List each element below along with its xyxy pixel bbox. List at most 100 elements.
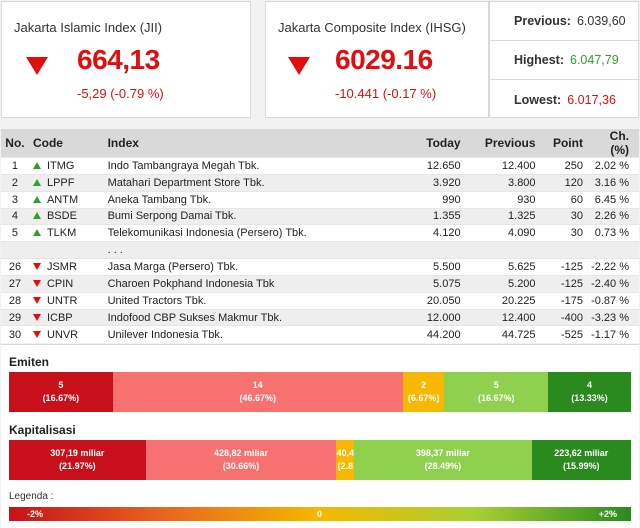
- ihsg-title: Jakarta Composite Index (IHSG): [278, 20, 466, 35]
- kapitalisasi-bar: 307,19 miliar (21.97%) 428,82 miliar (30.66…: [9, 440, 631, 480]
- row-number: 1: [1, 157, 29, 175]
- table-row[interactable]: 30 UNVR Unilever Indonesia Tbk. 44.200 44.72…: [1, 325, 639, 343]
- segment-percent: (6.67%): [407, 393, 440, 403]
- emiten-segment[interactable]: 4 (13.33%): [548, 372, 631, 412]
- row-today: 12.650: [398, 157, 465, 175]
- ihsg-value: 6029.16: [335, 44, 433, 75]
- row-code-cell: ITMG: [28, 157, 104, 175]
- row-code-cell: LPPF: [28, 173, 104, 192]
- row-number: 29: [1, 308, 29, 326]
- row-number: 26: [1, 258, 29, 276]
- row-previous: 12.400: [464, 157, 540, 175]
- row-number: 4: [1, 207, 29, 225]
- legend-mid: 0: [317, 509, 323, 519]
- row-number: 5: [1, 224, 29, 242]
- row-change-percent: 2.02 %: [586, 157, 639, 175]
- row-code: CPIN: [46, 277, 74, 290]
- header-no: No.: [1, 129, 29, 158]
- table-row[interactable]: 29 ICBP Indofood CBP Sukses Makmur Tbk. 12.…: [1, 308, 639, 326]
- row-name: Unilever Indonesia Tbk.: [103, 325, 399, 343]
- segment-value: 428,82 miliar: [213, 448, 269, 458]
- row-code: BSDE: [46, 210, 77, 223]
- emiten-segment[interactable]: 2 (6.67%): [402, 372, 445, 412]
- table-row[interactable]: 1 ITMG Indo Tambangraya Megah Tbk. 12.650 12…: [1, 157, 639, 175]
- jii-index-card: Jakarta Islamic Index (JII) 664,13 -5,29…: [1, 1, 251, 118]
- table-row[interactable]: 28 UNTR United Tractors Tbk. 20.050 20.225 -1…: [1, 291, 639, 310]
- ellipsis-spacer: [1, 241, 29, 259]
- header-code: Code: [28, 129, 104, 158]
- segment-percent: (30.66%): [222, 461, 260, 471]
- segment-value: 14: [252, 380, 263, 390]
- row-today: 5.500: [398, 258, 465, 276]
- row-code-cell: JSMR: [28, 258, 104, 276]
- jii-change: -5,29 (-0.79 %): [77, 86, 164, 101]
- row-point: 30: [539, 224, 587, 242]
- ellipsis-row: . . .: [1, 241, 639, 259]
- row-name: Telekomunikasi Indonesia (Persero) Tbk.: [103, 224, 399, 242]
- row-previous: 3.800: [464, 173, 540, 192]
- kapitalisasi-segment[interactable]: 223,62 miliar (15.99%): [531, 440, 631, 480]
- arrow-down-icon: [32, 313, 41, 321]
- kapitalisasi-segment[interactable]: 398,37 miliar (28.49%): [354, 440, 532, 480]
- row-code-cell: ICBP: [28, 308, 104, 326]
- row-today: 4.120: [398, 224, 465, 242]
- kapitalisasi-segment[interactable]: 40,4 (2.8: [336, 440, 355, 480]
- row-code-cell: TLKM: [28, 224, 104, 242]
- segment-value: 2: [421, 380, 427, 390]
- ihsg-change: -10.441 (-0.17 %): [335, 86, 437, 101]
- emiten-segment[interactable]: 14 (46.67%): [112, 372, 403, 412]
- stat-highest-label: Highest:: [514, 53, 564, 67]
- row-today: 1.355: [398, 207, 465, 225]
- segment-value: 40,4: [336, 448, 355, 458]
- kapitalisasi-segment[interactable]: 428,82 miliar (30.66%): [145, 440, 337, 480]
- row-previous: 5.200: [464, 274, 540, 293]
- row-change-percent: -0.87 %: [586, 291, 639, 310]
- row-point: 30: [539, 207, 587, 225]
- row-previous: 4.090: [464, 224, 540, 242]
- row-change-percent: 3.16 %: [586, 173, 639, 192]
- table-row[interactable]: 5 TLKM Telekomunikasi Indonesia (Persero) …: [1, 224, 639, 242]
- row-number: 27: [1, 274, 29, 293]
- legend-gradient: -2% 0 +2%: [9, 507, 631, 521]
- row-code: UNVR: [46, 328, 79, 341]
- table-row[interactable]: 3 ANTM Aneka Tambang Tbk. 990 930 60 6.45 %: [1, 190, 639, 209]
- emiten-segment[interactable]: 5 (16.67%): [9, 372, 113, 412]
- table-row[interactable]: 27 CPIN Charoen Pokphand Indonesia Tbk 5.07…: [1, 274, 639, 293]
- ellipsis-spacer: [586, 241, 639, 259]
- segment-value: 223,62 miliar: [554, 448, 609, 458]
- table-header-row: No. Code Index Today Previous Point Ch. …: [1, 129, 639, 158]
- segment-value: 307,19 miliar: [50, 448, 105, 458]
- stock-movers-table: No. Code Index Today Previous Point Ch. …: [1, 129, 639, 343]
- row-code: ANTM: [46, 193, 79, 206]
- row-previous: 44.725: [464, 325, 540, 343]
- row-point: -400: [539, 308, 587, 326]
- row-point: 60: [539, 190, 587, 209]
- row-number: 30: [1, 325, 29, 343]
- ihsg-index-card: Jakarta Composite Index (IHSG) 6029.16 -…: [265, 1, 489, 118]
- row-point: -125: [539, 274, 587, 293]
- row-code-cell: ANTM: [28, 190, 104, 209]
- row-today: 990: [398, 190, 465, 209]
- row-change-percent: 6.45 %: [586, 190, 639, 209]
- row-change-percent: -2.40 %: [586, 274, 639, 293]
- stat-highest: Highest: 6.047,79: [490, 41, 640, 80]
- stat-previous-label: Previous:: [514, 14, 571, 28]
- table-row[interactable]: 26 JSMR Jasa Marga (Persero) Tbk. 5.500 5.62…: [1, 258, 639, 276]
- table-row[interactable]: 2 LPPF Matahari Department Store Tbk. 3.920…: [1, 173, 639, 192]
- emiten-segment[interactable]: 5 (16.67%): [444, 372, 549, 412]
- row-name: Aneka Tambang Tbk.: [103, 190, 399, 209]
- row-name: Matahari Department Store Tbk.: [103, 173, 399, 192]
- table-row[interactable]: 4 BSDE Bumi Serpong Damai Tbk. 1.355 1.325 30…: [1, 207, 639, 225]
- row-previous: 12.400: [464, 308, 540, 326]
- row-previous: 1.325: [464, 207, 540, 225]
- arrow-down-icon: [32, 296, 41, 304]
- row-point: -525: [539, 325, 587, 343]
- row-code: JSMR: [46, 260, 77, 273]
- arrow-up-icon: [32, 178, 41, 186]
- header-change-percent: Ch. (%): [586, 129, 639, 158]
- kapitalisasi-segment[interactable]: 307,19 miliar (21.97%): [9, 440, 146, 480]
- segment-percent: (28.49%): [424, 461, 462, 471]
- segment-percent: (16.67%): [42, 393, 80, 403]
- arrow-up-icon: [32, 161, 41, 169]
- arrow-up-icon: [32, 212, 41, 220]
